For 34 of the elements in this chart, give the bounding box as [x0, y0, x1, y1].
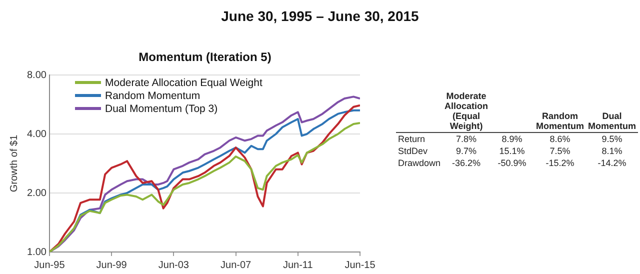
- text: 7.5%: [548, 145, 572, 157]
- x-tick-label: Jun-15: [344, 260, 376, 271]
- x-tick-label: Jun-11: [282, 260, 314, 271]
- text: StdDev: [397, 145, 429, 157]
- text: -15.2%: [544, 157, 576, 169]
- text: 8.9%: [500, 133, 524, 145]
- x-tick-label: Jun-03: [158, 260, 190, 271]
- legend-label: Moderate Allocation Equal Weight: [105, 76, 262, 88]
- y-tick-label: 1.00: [26, 246, 47, 258]
- text: Return: [397, 133, 426, 145]
- text: -14.2%: [596, 157, 628, 169]
- y-tick-label: 2.00: [26, 188, 47, 199]
- x-tick-label: Jun-95: [34, 260, 66, 271]
- y-tick-label: 4.00: [26, 128, 47, 140]
- text: Drawdown: [397, 157, 442, 169]
- text: 9.7%: [455, 145, 478, 157]
- text: 9.5%: [600, 133, 624, 145]
- legend-label: Random Momentum: [105, 90, 200, 102]
- text: 8.6%: [548, 133, 572, 145]
- chart-subtitle: Momentum (Iteration 5): [138, 50, 272, 64]
- x-tick-label: Jun-07: [220, 260, 252, 271]
- y-axis-title: Growth of $1: [8, 134, 20, 192]
- text: Random Momentum: [534, 90, 586, 132]
- chart-title: June 30, 1995 – June 30, 2015: [220, 8, 420, 24]
- text: Moderate Allocation (Equal Weight): [442, 90, 490, 132]
- text: 15.1%: [498, 145, 526, 157]
- x-tick-label: Jun-99: [96, 260, 128, 271]
- text: -50.9%: [496, 157, 528, 169]
- legend-label: Dual Momentum (Top 3): [105, 102, 218, 114]
- text: 8.1%: [600, 145, 624, 157]
- text: -36.2%: [451, 157, 482, 169]
- text: 7.8%: [455, 133, 478, 145]
- text: Dual Momentum: [586, 90, 638, 132]
- y-tick-label: 8.00: [26, 70, 47, 81]
